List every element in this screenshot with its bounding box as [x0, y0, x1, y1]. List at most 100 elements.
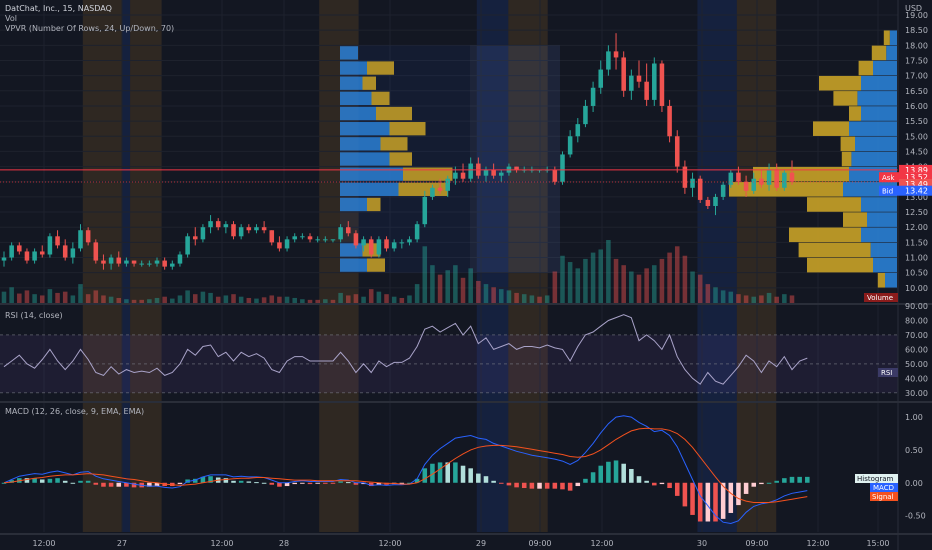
volume-bar: [590, 252, 596, 303]
profile-row-down: [389, 152, 412, 166]
ask-price-tag-label: Ask: [882, 174, 895, 182]
signal-line: [3, 427, 808, 503]
rsi-legend[interactable]: RSI (14, close): [5, 311, 63, 320]
candle-body: [254, 227, 259, 231]
volume-bar: [544, 295, 550, 303]
volume-bar: [705, 284, 711, 303]
histogram-tag: [855, 474, 898, 483]
volume-bar: [567, 262, 573, 303]
time-tick-label: 27: [117, 539, 127, 548]
time-axis[interactable]: 12:00 27 12:00 28 12:00 29 09:00 12:00 30 09:00 12…: [32, 539, 889, 548]
volume-bar: [47, 289, 53, 303]
candle-body: [108, 257, 114, 264]
macd-histogram-bar: [93, 482, 99, 485]
volume-bar: [674, 246, 680, 303]
candle-body: [751, 178, 757, 191]
price-tick-label: 17.00: [905, 72, 928, 81]
volume-bar: [537, 296, 542, 303]
price-axis[interactable]: 19.00 18.50 18.00 17.50 17.00 16.50 16.00 15.50…: [905, 11, 928, 521]
volume-legend[interactable]: Vol: [5, 14, 17, 23]
vpvr-row-up: [857, 91, 897, 106]
volume-tag: [864, 293, 898, 302]
volume-bar: [238, 296, 244, 303]
macd-histogram-bar: [544, 482, 550, 489]
volume-bar: [62, 291, 68, 303]
macd-histogram-bar: [345, 482, 351, 484]
candle-body: [177, 254, 183, 264]
vpvr-row-up: [851, 151, 897, 167]
volume-bar: [430, 265, 435, 303]
rsi-tick-label: 40.00: [905, 374, 928, 383]
macd-histogram-bar: [644, 480, 649, 483]
price-tick-label: 10.00: [905, 284, 928, 293]
candle-body: [575, 124, 581, 137]
rsi-tick-label: 60.00: [905, 345, 928, 354]
candle-body: [376, 239, 382, 255]
vpvr-row-up: [861, 106, 897, 121]
candle-body: [430, 187, 435, 197]
time-tick-label: 12:00: [210, 539, 233, 548]
macd-histogram-bar: [62, 480, 68, 483]
price-tick-label: 12.50: [905, 208, 928, 217]
symbol-title[interactable]: DatChat, Inc., 15, NASDAQ: [5, 4, 112, 13]
volume-bar: [124, 299, 129, 303]
macd-histogram-bar: [407, 482, 412, 484]
candle-body: [789, 172, 795, 182]
profile-row-down: [371, 91, 390, 106]
macd-legend[interactable]: MACD (12, 26, close, 9, EMA, EMA): [5, 407, 144, 416]
candle-body: [552, 169, 558, 182]
volume-bar: [284, 296, 290, 303]
volume-bar: [414, 284, 420, 303]
candle-body: [62, 245, 68, 258]
candle-body: [445, 178, 451, 191]
candle-body: [384, 239, 389, 249]
candle-body: [200, 227, 206, 240]
volume-bar: [506, 290, 512, 303]
volume-bar: [697, 274, 703, 303]
vpvr-row-down: [819, 75, 861, 91]
vpvr-row-down: [833, 91, 858, 106]
candle-body: [277, 242, 282, 249]
candle-body: [330, 239, 336, 241]
volume-bar: [499, 289, 504, 303]
candle-body: [154, 260, 160, 264]
time-tick-label: 28: [279, 539, 289, 548]
candle-body: [368, 239, 374, 255]
vpvr-row-down: [841, 151, 852, 167]
candle-body: [705, 199, 711, 206]
price-tick-label: 16.50: [905, 87, 928, 96]
volume-bar: [713, 287, 718, 303]
profile-row-down: [376, 106, 412, 121]
volume-bar: [208, 292, 213, 303]
vpvr-row-down: [798, 242, 871, 258]
high-price-value: 13.89: [905, 166, 928, 175]
candle-body: [560, 154, 565, 182]
macd-histogram-bar: [537, 482, 542, 489]
profile-row-down: [367, 258, 385, 272]
volume-bar: [682, 255, 688, 303]
candlesticks[interactable]: [1, 33, 795, 270]
volume-bar: [514, 292, 519, 303]
volume-bar: [743, 295, 749, 303]
macd-histogram-bar: [499, 482, 504, 484]
volume-bar: [223, 295, 229, 303]
volume-bar: [154, 297, 160, 303]
candle-body: [55, 236, 60, 246]
candle-body: [460, 172, 466, 179]
volume-bar: [782, 294, 787, 303]
macd-histogram-bar: [323, 482, 328, 484]
grid-lines: [0, 0, 898, 532]
volume-bar: [552, 271, 558, 303]
macd-histogram-bar: [713, 482, 718, 522]
candle-body: [621, 57, 626, 91]
candle-body: [736, 172, 741, 182]
volume-bar: [292, 297, 297, 303]
macd-histogram-bar: [131, 482, 137, 488]
macd-histogram-bar: [147, 482, 152, 487]
vpvr-row-up: [867, 212, 897, 227]
vpvr-legend[interactable]: VPVR (Number Of Rows, 24, Up/Down, 70): [5, 24, 174, 33]
volume-bar: [774, 296, 779, 303]
macd-histogram-bar: [124, 482, 129, 487]
